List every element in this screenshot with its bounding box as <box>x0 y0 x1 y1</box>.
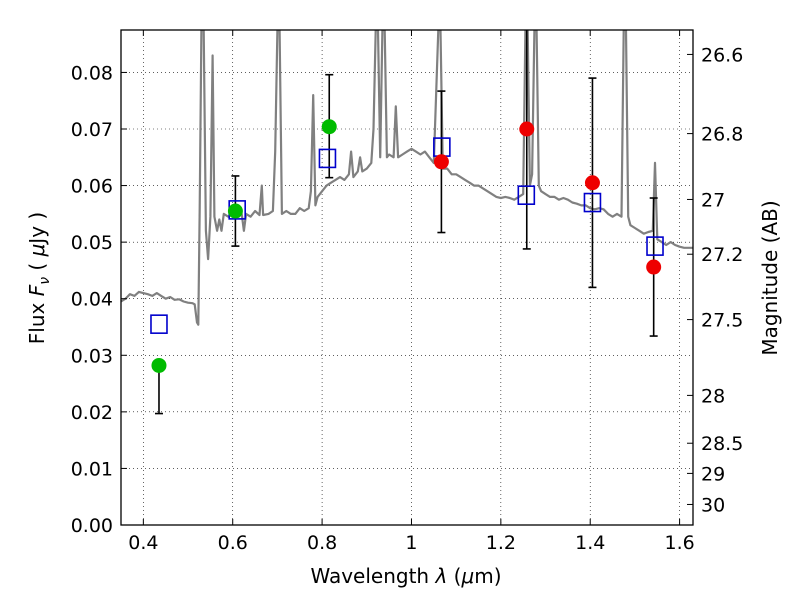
magnitude-tick-label: 27.2 <box>701 244 743 266</box>
observed-nir-point <box>433 154 449 170</box>
x-tick-label: 1.2 <box>486 532 516 554</box>
model-flux-square <box>318 148 337 169</box>
magnitude-tick-label: 29 <box>701 463 725 485</box>
y-tick-label: 0.06 <box>71 176 113 198</box>
x-axis-label: Wavelength λ (μm) <box>310 564 501 588</box>
x-tick-label: 0.8 <box>307 532 337 554</box>
y-tick-label: 0.04 <box>71 289 113 311</box>
y-tick-label: 0.05 <box>71 232 113 254</box>
right-axis-label: Magnitude (AB) <box>758 200 782 355</box>
observed-nir-point <box>584 175 600 191</box>
model-flux-square <box>646 236 664 256</box>
observed-optical-point <box>321 119 337 135</box>
observed-nir-point <box>646 259 662 275</box>
model-flux-square <box>150 314 168 334</box>
plot-background <box>121 30 693 525</box>
model-flux-square <box>517 185 536 205</box>
magnitude-tick-label: 30 <box>701 494 725 516</box>
axis-ticks: 0.4 0.6 0.8 1 1.2 1.4 1.6 0.00 0.01 0.02 0.03 0.04 0… <box>71 30 743 554</box>
model-flux-square <box>583 192 602 213</box>
y-axis-label: Flux Fν ( μJy ) <box>25 212 53 344</box>
y-tick-label: 0.08 <box>71 62 113 84</box>
magnitude-tick-label: 28 <box>701 385 725 407</box>
magnitude-tick-label: 27 <box>701 189 725 211</box>
magnitude-tick-label: 26.6 <box>701 44 743 66</box>
observed-optical-point <box>151 357 167 373</box>
x-tick-label: 1.4 <box>575 532 605 554</box>
y-tick-label: 0.03 <box>71 345 113 367</box>
magnitude-tick-label: 26.8 <box>701 124 743 146</box>
x-tick-label: 0.4 <box>128 532 158 554</box>
x-tick-label: 1 <box>405 532 417 554</box>
data-layer <box>121 30 693 415</box>
magnitude-tick-label: 27.5 <box>701 310 743 332</box>
y-tick-label: 0.00 <box>71 515 113 537</box>
magnitude-tick-label: 28.5 <box>701 433 743 455</box>
x-tick-label: 1.6 <box>664 532 694 554</box>
observed-optical-point <box>227 203 243 219</box>
template-spectrum-line <box>121 30 693 326</box>
y-tick-label: 0.02 <box>71 402 113 424</box>
observed-nir-point <box>519 121 535 137</box>
y-tick-label: 0.07 <box>71 119 113 141</box>
plot-frame <box>120 29 694 526</box>
x-tick-label: 0.6 <box>218 532 248 554</box>
y-tick-label: 0.01 <box>71 458 113 480</box>
